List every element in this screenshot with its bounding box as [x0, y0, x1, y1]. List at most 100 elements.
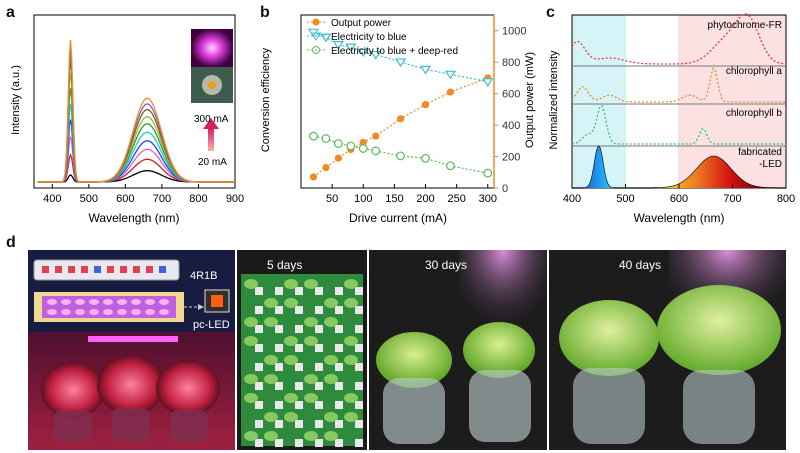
green-lettuce-plant	[559, 300, 659, 376]
data-point-output-power	[397, 115, 405, 123]
data-point-electricity-blue-deepred	[371, 146, 381, 156]
seedling-leaf	[264, 431, 278, 441]
x-tick-label: 250	[447, 193, 465, 205]
tray-cell	[295, 325, 303, 333]
glass-jar	[573, 368, 645, 444]
data-point-output-power	[372, 132, 380, 140]
seedling-leaf	[304, 336, 318, 346]
panel-a-x-ticks: 400 500 600 700 800 900	[43, 184, 244, 205]
data-point-output-power	[446, 88, 455, 96]
lettuce-30-days-illustration	[376, 250, 547, 444]
panel-a-ylabel: Intensity (a.u.)	[10, 65, 22, 135]
red-lettuce-plant	[41, 362, 105, 418]
seedling-leaf	[324, 412, 338, 422]
led-dot	[89, 299, 99, 305]
current-high-label: 300 mA	[194, 114, 229, 125]
data-point-output-power	[334, 154, 342, 162]
seedling-tray	[241, 274, 363, 446]
tray-cell	[275, 287, 283, 295]
x-tick-label: 200	[416, 193, 434, 205]
fill-red-peak	[657, 156, 781, 188]
x-tick-label: 300	[479, 193, 497, 205]
tray-cell	[355, 401, 363, 409]
x-tick-label: 600	[116, 193, 134, 205]
label-fabricated-led: fabricated -LED	[738, 147, 782, 170]
spectrum-curve	[37, 39, 235, 183]
led-dot	[117, 309, 127, 315]
legend-output-power: Output power	[331, 18, 392, 29]
tray-cell	[275, 439, 283, 447]
y-right-tick-label: 600	[502, 89, 520, 101]
seedling-leaf	[284, 279, 298, 289]
tray-cell	[355, 306, 363, 314]
tray-cell	[335, 306, 343, 314]
seedling-leaf	[344, 336, 358, 346]
tray-cell	[315, 420, 323, 428]
led-strip-4r1b	[33, 259, 180, 281]
panel-b-ylabel-left: Conversion efficiency	[260, 47, 272, 152]
green-lettuce-plant	[376, 332, 452, 388]
x-tick-label: 400	[43, 193, 61, 205]
seedling-leaf	[304, 431, 318, 441]
tray-cell	[255, 344, 263, 352]
panel-a-xlabel: Wavelength (nm)	[89, 211, 180, 225]
data-point-electricity-blue	[482, 78, 494, 87]
tray-cell	[335, 344, 343, 352]
seedling-leaf	[264, 298, 278, 308]
series-line-electricity-blue-deepred	[313, 135, 488, 174]
tray-cell	[355, 287, 363, 295]
tray-cell	[295, 382, 303, 390]
tray-cell	[335, 287, 343, 295]
data-point-electricity-blue-deepred	[358, 144, 368, 153]
panel-c-x-ticks: 400 500 600 700 800	[563, 184, 795, 205]
panel-a-curves	[37, 39, 235, 183]
x-tick-label: 500	[616, 193, 634, 205]
seedling-leaf	[284, 412, 298, 422]
legend-electricity-blue: Electricity to blue	[331, 32, 407, 43]
tray-cell	[255, 287, 263, 295]
glass-jar	[383, 378, 445, 444]
x-tick-label: 800	[777, 193, 795, 205]
data-point-electricity-blue	[395, 58, 407, 68]
tray-cell	[255, 401, 263, 409]
seedling-leaf	[344, 355, 358, 365]
led-dot	[117, 299, 127, 305]
fill-blue-peak	[582, 146, 621, 188]
tray-cell	[335, 420, 343, 428]
tray-cell	[295, 439, 303, 447]
y-right-tick-label: 200	[502, 152, 520, 164]
series-line-output-power	[313, 77, 489, 178]
led-dot	[55, 266, 62, 273]
lettuce-40-days-illustration	[559, 250, 786, 444]
led-dot	[42, 266, 49, 273]
curve-chlorophyll-a	[571, 66, 786, 103]
data-point-electricity-blue	[320, 33, 332, 43]
y-right-tick-label: 400	[502, 120, 520, 132]
led-dot	[81, 266, 88, 273]
data-point-electricity-blue-deepred	[333, 139, 343, 148]
label-fabricated-led-line: fabricated	[738, 147, 782, 158]
current-low-label: 20 mA	[198, 157, 227, 168]
data-point-electricity-blue	[419, 65, 432, 75]
led-dot	[159, 266, 166, 273]
x-tick-label: 700	[153, 193, 171, 205]
seedling-leaf	[244, 374, 258, 384]
seedling-leaf	[284, 298, 298, 308]
led-dot	[75, 309, 85, 315]
tray-cell	[275, 420, 283, 428]
seedling-leaf	[344, 393, 358, 403]
y-right-tick-label: 800	[502, 57, 520, 69]
x-tick-label: 400	[563, 193, 581, 205]
label-chlorophyll-b: chlorophyll b	[726, 108, 783, 119]
tray-cell	[315, 401, 323, 409]
tray-cell	[275, 306, 283, 314]
tray-cell	[295, 420, 303, 428]
led-dot	[47, 299, 57, 305]
tray-cell	[315, 439, 323, 447]
y-right-tick-label: 0	[502, 183, 508, 195]
data-point-electricity-blue-deepred	[321, 134, 331, 143]
tray-cell	[335, 401, 343, 409]
led-dot	[120, 266, 127, 273]
seedling-leaf	[304, 374, 318, 384]
legend-marker-blue	[310, 32, 322, 41]
